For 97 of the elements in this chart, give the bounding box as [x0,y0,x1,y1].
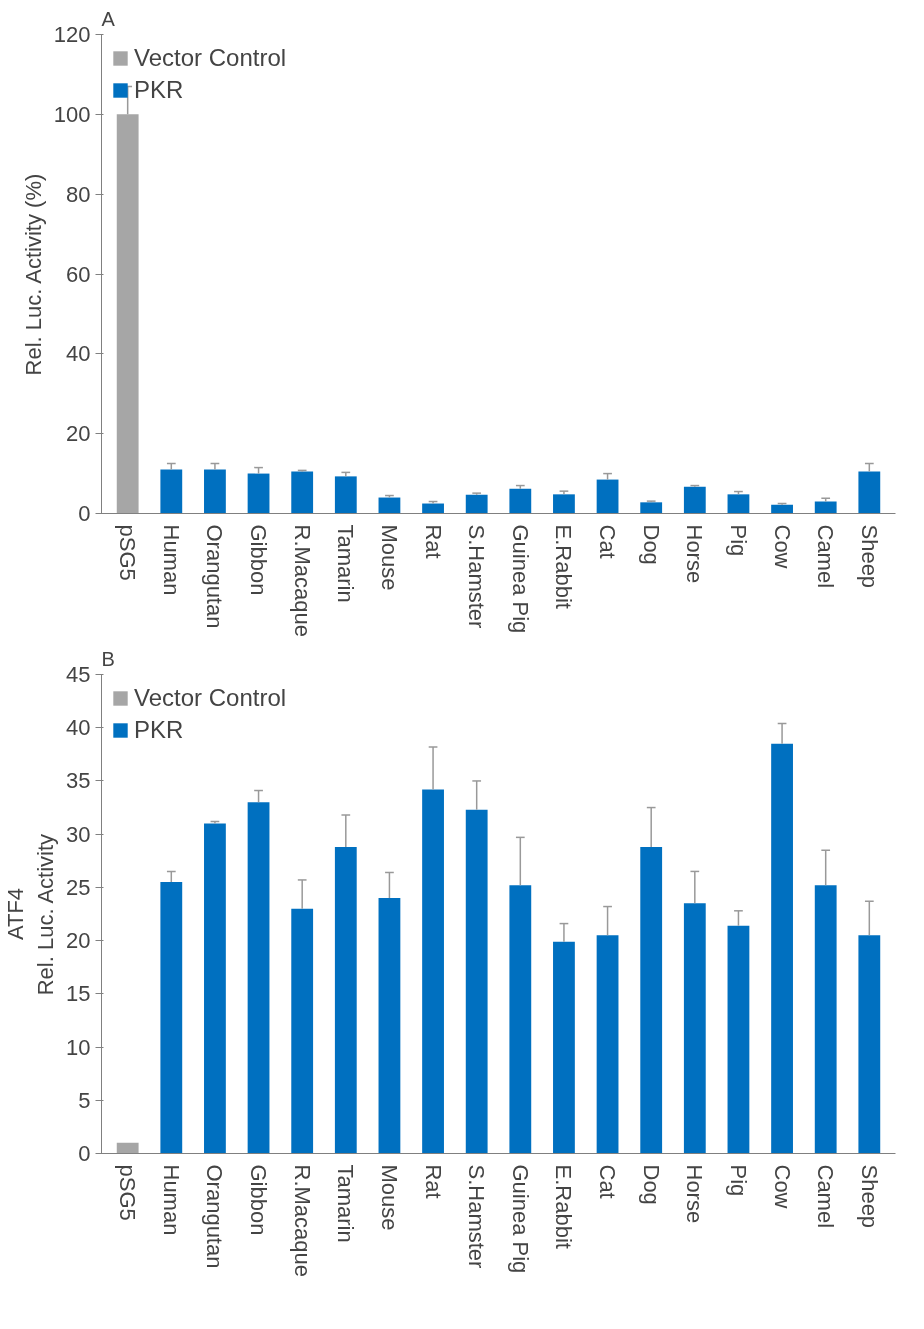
x-tick-label: Sheep [856,524,882,589]
x-tick-label: Cow [769,1164,795,1209]
y-tick-label: 5 [78,1087,91,1113]
x-tick-label: S.Hamster [464,524,490,629]
bar [596,935,619,1154]
bar [160,469,183,514]
chart-title: A [101,7,116,30]
bar [771,743,793,1154]
x-tick-label: S.Hamster [464,1164,490,1269]
y-tick-label: 60 [66,261,91,287]
x-tick-label: Rat [420,1164,446,1199]
x-tick-label: Guinea Pig [507,524,533,634]
bar [858,935,881,1154]
y-tick-label: 45 [66,662,91,687]
bar [553,494,575,514]
bar [422,789,444,1154]
x-tick-label: Human [158,1164,184,1236]
bar [683,486,706,514]
x-tick-label: E.Rabbit [551,524,577,609]
bar [553,941,575,1154]
bar [334,846,357,1154]
bar [204,823,226,1154]
bar [160,882,183,1154]
x-tick-label: Gibbon [246,524,272,596]
bar [596,479,619,514]
x-tick-label: Camel [813,524,839,589]
bar [291,908,314,1154]
y-tick-label: 20 [66,421,91,447]
x-tick-label: pSG5 [115,1164,141,1221]
x-tick-label: R.Macaque [289,1164,315,1278]
x-tick-label: pSG5 [115,524,141,581]
y-tick-label: 25 [66,874,91,900]
legend-label: PKR [134,76,184,104]
bar [116,114,139,514]
y-tick-label: 0 [78,1141,91,1166]
bar [640,846,663,1154]
x-tick-label: Horse [682,524,708,584]
y-tick-label: 35 [66,768,91,794]
legend-label: Vector Control [134,44,287,72]
x-tick-label: Cat [595,1164,621,1199]
bar [116,1142,139,1154]
x-tick-label: E.Rabbit [551,1164,577,1249]
bar [509,885,532,1154]
y-tick-label: 40 [66,341,91,367]
bar [204,469,226,514]
x-tick-label: Tamarin [333,1164,359,1243]
bar [422,503,444,514]
y-tick-label: 120 [53,22,91,47]
y-tick-label: 100 [53,101,91,127]
bar [814,885,837,1154]
bar [247,473,270,514]
bar [334,476,357,514]
legend-label: PKR [134,716,184,744]
bar [509,488,532,514]
y-tick-label: 30 [66,821,91,847]
bar [727,494,750,514]
x-tick-label: Tamarin [333,524,359,603]
x-tick-label: Guinea Pig [507,1164,533,1274]
x-tick-label: Mouse [376,524,402,591]
y-tick-label: 0 [78,501,91,526]
bar [640,502,663,514]
x-tick-label: Mouse [376,1164,402,1231]
x-tick-label: R.Macaque [289,524,315,638]
y-axis-title: Rel. Luc. Activity (%) [20,173,46,376]
bar [683,903,706,1154]
x-tick-label: Horse [682,1164,708,1224]
x-tick-label: Cat [595,524,621,559]
bar [465,494,488,514]
y-tick-label: 80 [66,181,91,207]
x-tick-label: Camel [813,1164,839,1229]
x-tick-label: Gibbon [246,1164,272,1236]
x-tick-label: Cow [769,524,795,569]
x-tick-label: Orangutan [202,1164,228,1269]
x-tick-label: Dog [638,1164,664,1205]
bar [771,504,793,514]
bar [858,471,881,514]
x-tick-label: Sheep [856,1164,882,1229]
x-tick-label: Human [158,524,184,596]
y-tick-label: 10 [66,1034,91,1060]
y-tick-label: 40 [66,715,91,741]
bar [378,898,401,1154]
legend-label: Vector Control [134,684,287,712]
x-tick-label: Pig [725,524,751,557]
x-tick-label: Dog [638,524,664,565]
bar [814,501,837,514]
bar [378,497,401,514]
x-tick-label: Pig [725,1164,751,1197]
bar [727,925,750,1154]
y-tick-label: 20 [66,928,91,954]
bar [465,809,488,1154]
bar [291,471,314,514]
y-axis-title: ATF4 Rel. Luc. Activity [3,833,59,996]
chart-title: B [101,647,115,670]
bar [247,802,270,1154]
y-tick-label: 15 [66,981,91,1007]
x-tick-label: Rat [420,524,446,559]
x-tick-label: Orangutan [202,524,228,629]
